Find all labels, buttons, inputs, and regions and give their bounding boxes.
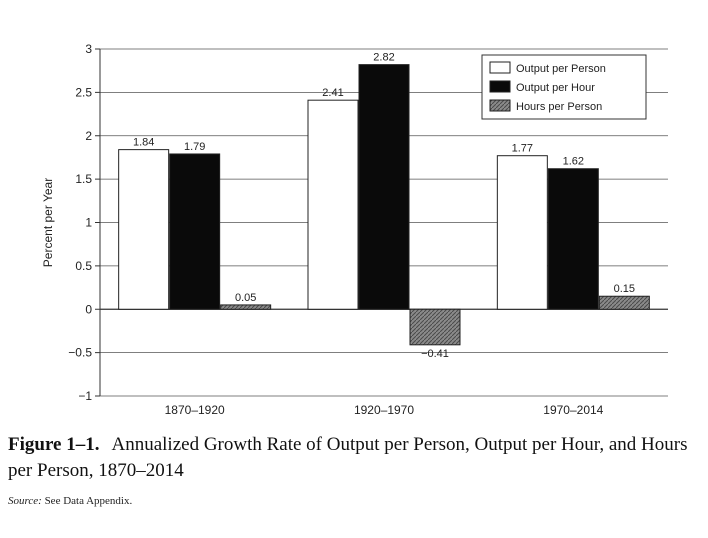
data-label-1-2: 1.62 (563, 156, 584, 168)
source-label: Source: (8, 495, 42, 507)
x-tick-label-1: 1920–1970 (354, 403, 414, 417)
bar-2-2 (598, 295, 650, 310)
legend-swatch-2 (489, 99, 511, 112)
y-tick-label: 2.5 (75, 85, 92, 99)
y-tick-label: 0 (85, 302, 92, 316)
bar-2-1 (409, 308, 461, 346)
y-tick-label: −0.5 (68, 346, 92, 360)
data-label-0-1: 2.41 (322, 87, 343, 99)
data-label-2-1: −0.41 (421, 348, 449, 360)
y-tick-label: 1 (85, 216, 92, 230)
bar-0-2 (496, 155, 548, 310)
data-label-2-2: 0.15 (614, 283, 635, 295)
bar-2-0 (220, 304, 272, 310)
legend-label-0: Output per Person (516, 63, 606, 75)
y-tick-label: 2 (85, 129, 92, 143)
data-label-1-0: 1.79 (184, 141, 205, 153)
data-label-2-0: 0.05 (235, 292, 256, 304)
data-label-0-2: 1.77 (512, 143, 533, 155)
bar-chart: 1.84 1.79 0.05 2.41 2.82 −0.41 1.77 1.62 0.15 3 2… (41, 42, 668, 417)
y-tick-label: 1.5 (75, 172, 92, 186)
figure-caption-text: Annualized Growth Rate of Output per Per… (8, 434, 688, 481)
y-tick-label: 0.5 (75, 259, 92, 273)
figure-caption: Figure 1–1. Annualized Growth Rate of Out… (8, 432, 698, 484)
data-label-1-1: 2.82 (373, 52, 394, 64)
bar-0-1 (307, 99, 359, 310)
legend-label-1: Output per Hour (516, 82, 595, 94)
figure-number: Figure 1–1. (8, 434, 100, 455)
bar-1-2 (547, 168, 599, 310)
source-text: See Data Appendix. (44, 495, 133, 507)
bar-0-0 (118, 149, 170, 310)
bar-1-1 (358, 64, 410, 310)
legend-label-2: Hours per Person (516, 101, 602, 113)
y-axis-title: Percent per Year (41, 178, 55, 267)
y-tick-label: −1 (78, 389, 92, 403)
data-label-0-0: 1.84 (133, 137, 154, 149)
bar-1-0 (169, 153, 221, 310)
source-note: Source: See Data Appendix. (8, 495, 132, 507)
x-tick-label-0: 1870–1920 (165, 403, 225, 417)
y-tick-label: 3 (85, 42, 92, 56)
x-tick-label-2: 1970–2014 (543, 403, 603, 417)
legend-swatch-0 (489, 61, 511, 74)
legend-swatch-1 (489, 80, 511, 93)
